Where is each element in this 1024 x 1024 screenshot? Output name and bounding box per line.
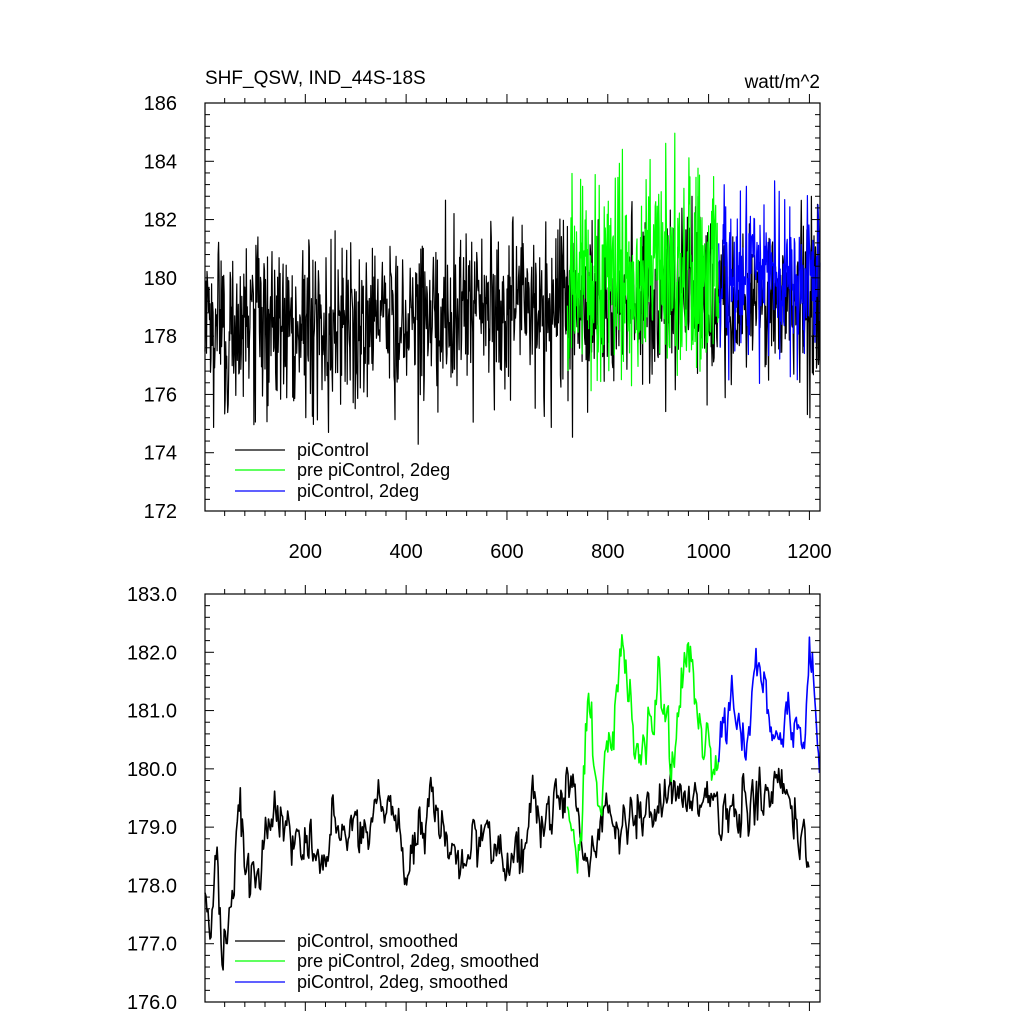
- panel2-ytick-label: 180.0: [127, 759, 177, 781]
- panel2-legend-label-0: piControl, smoothed: [297, 931, 458, 951]
- panel2-ytick-label: 176.0: [127, 992, 177, 1014]
- panel2-legend-label-1: pre piControl, 2deg, smoothed: [297, 951, 539, 971]
- panel2-series-group: [204, 634, 821, 971]
- panel1-xtick-label: 1000: [686, 541, 731, 563]
- panel1-ytick-label: 182: [144, 210, 177, 232]
- panel2-ytick-label: 178.0: [127, 875, 177, 897]
- panel2-series-line-1: [566, 634, 720, 874]
- panel1-xtick-label: 1200: [787, 541, 832, 563]
- panel1-ytick-label: 186: [144, 93, 177, 115]
- panel1-x-tick-labels: 200 400 600 800 1000 1200: [289, 541, 832, 563]
- panel2-legend-label-2: piControl, 2deg, smoothed: [297, 972, 508, 992]
- panel1-xtick-label: 800: [591, 541, 624, 563]
- panel1-series-line-2: [718, 180, 821, 384]
- panel2-series-line-0: [204, 763, 810, 971]
- panel2-ytick-label: 177.0: [127, 934, 177, 956]
- panel1-xtick-label: 600: [490, 541, 523, 563]
- panel1-legend: piControl pre piControl, 2deg piControl,…: [235, 440, 450, 501]
- panel1-series-group: [204, 132, 821, 445]
- panel2-ytick-label: 183.0: [127, 584, 177, 606]
- panel1-series-line-1: [566, 132, 720, 392]
- panel1-legend-label-2: piControl, 2deg: [297, 481, 419, 501]
- panel1-legend-label-1: pre piControl, 2deg: [297, 460, 450, 480]
- panel1-units: watt/m^2: [744, 72, 820, 93]
- panel1-xtick-label: 400: [389, 541, 422, 563]
- panel1-series-line-0: [204, 195, 821, 445]
- panel1-ytick-label: 178: [144, 326, 177, 348]
- panel2-ytick-label: 179.0: [127, 817, 177, 839]
- panel1-xtick-label: 200: [289, 541, 322, 563]
- panel1-ytick-label: 172: [144, 501, 177, 523]
- panel1-title: SHF_QSW, IND_44S-18S: [205, 68, 426, 89]
- panel1-ytick-label: 174: [144, 443, 177, 465]
- panel1-ytick-label: 180: [144, 268, 177, 290]
- panel1-ytick-label: 176: [144, 384, 177, 406]
- panel1-y-tick-labels: 172 174 176 178 180 182 184 186: [144, 93, 177, 523]
- panel1-plot-frame: [204, 102, 821, 512]
- panel2-ytick-label: 182.0: [127, 642, 177, 664]
- panel2-y-tick-labels: 176.0 177.0 178.0 179.0 180.0 181.0 182.0 183.0: [127, 584, 177, 1014]
- panel2-series-line-2: [717, 636, 821, 773]
- panel2-legend: piControl, smoothed pre piControl, 2deg,…: [235, 931, 539, 992]
- panel1-ytick-label: 184: [144, 151, 177, 173]
- panel1-legend-label-0: piControl: [297, 440, 369, 460]
- panel2-plot-frame: [204, 593, 821, 1003]
- panel2-ytick-label: 181.0: [127, 701, 177, 723]
